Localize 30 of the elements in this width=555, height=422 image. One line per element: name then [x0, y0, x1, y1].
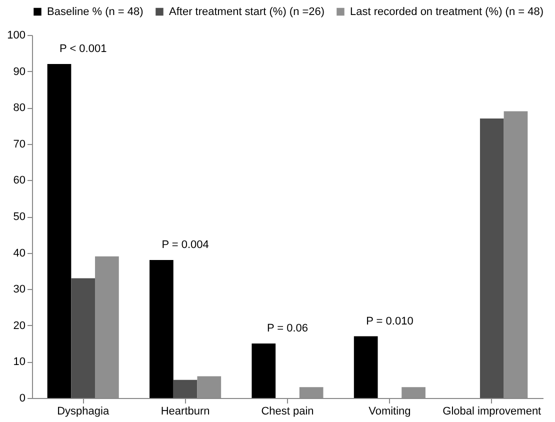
- x-tick-label: Vomiting: [368, 406, 411, 418]
- bar: [150, 260, 174, 398]
- y-tick-label: 30: [13, 284, 26, 296]
- bar: [354, 336, 378, 398]
- y-tick-label: 70: [13, 138, 26, 150]
- y-tick-label: 0: [19, 392, 26, 404]
- y-tick-label: 60: [13, 174, 26, 187]
- y-tick-label: 20: [13, 320, 26, 332]
- bar: [173, 380, 198, 398]
- x-tick-label: Chest pain: [261, 406, 314, 418]
- bar: [480, 118, 504, 398]
- y-tick-label: 40: [13, 247, 26, 260]
- annotation: P < 0.001: [60, 43, 107, 56]
- bar: [71, 278, 96, 398]
- annotation: P = 0.004: [162, 239, 209, 252]
- legend-label: Baseline % (n = 48): [47, 6, 144, 18]
- legend-label: Last recorded on treatment (%) (n = 48): [350, 6, 544, 18]
- x-tick-label: Heartburn: [160, 406, 210, 418]
- x-tick-label: Dysphagia: [57, 406, 110, 418]
- y-tick-label: 80: [13, 102, 26, 114]
- bar: [252, 344, 276, 398]
- y-tick-label: 90: [13, 66, 26, 78]
- x-tick-label: Global improvement: [442, 406, 542, 418]
- legend-label: After treatment start (%) (n =26): [169, 6, 325, 18]
- bar: [47, 64, 72, 398]
- y-tick-label: 10: [13, 356, 26, 368]
- annotation: P = 0.06: [266, 322, 308, 335]
- y-tick-label: 50: [13, 211, 26, 223]
- y-tick-label: 100: [7, 30, 26, 42]
- annotation: P = 0.010: [366, 315, 414, 328]
